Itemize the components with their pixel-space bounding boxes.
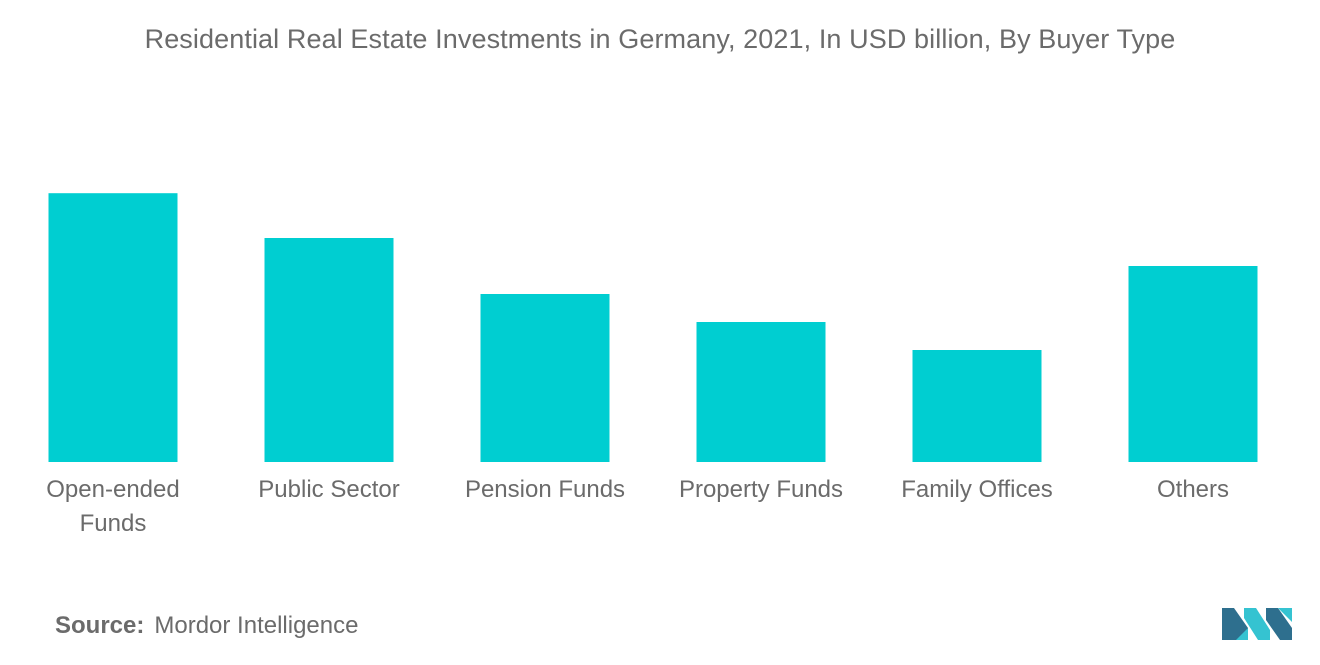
mordor-intelligence-logo-icon xyxy=(1222,608,1292,640)
x-tick-label-2: Pension Funds xyxy=(465,476,625,503)
source-label: Source: xyxy=(55,612,145,639)
x-tick-label-3: Property Funds xyxy=(679,476,843,503)
x-tick-label-5: Others xyxy=(1157,476,1229,503)
bar-4 xyxy=(912,350,1042,462)
source-note: Source: Mordor Intelligence xyxy=(55,612,358,640)
chart-title: Residential Real Estate Investments in G… xyxy=(144,24,1176,54)
x-tick-label-4: Family Offices xyxy=(901,476,1053,503)
bar-5 xyxy=(1128,266,1258,462)
x-tick-label-1: Public Sector xyxy=(258,476,399,503)
bar-0 xyxy=(48,193,178,462)
bar-3 xyxy=(696,322,826,462)
source-value: Mordor Intelligence xyxy=(154,612,359,639)
bar-1 xyxy=(264,238,394,462)
bar-2 xyxy=(480,294,610,462)
x-tick-label-0: Open-ended Funds xyxy=(46,476,179,537)
